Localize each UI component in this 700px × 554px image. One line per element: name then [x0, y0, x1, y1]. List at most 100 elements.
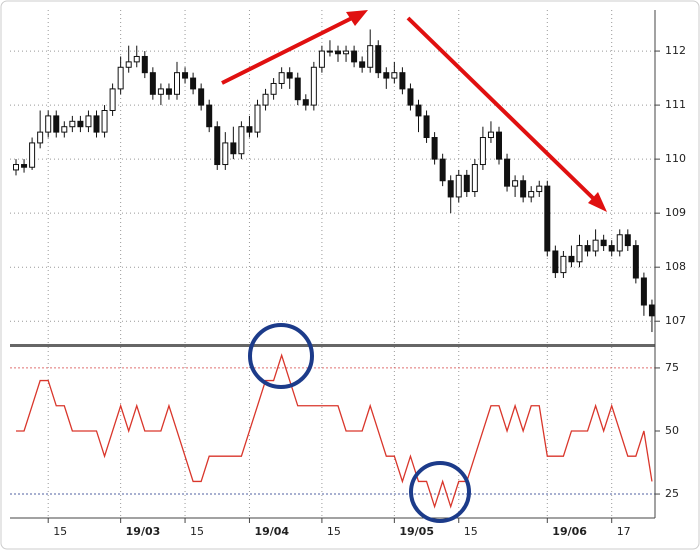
- candle-body: [77, 120, 84, 128]
- candle-body: [302, 99, 309, 106]
- candle-body: [576, 245, 583, 263]
- candle-body: [592, 239, 599, 252]
- x-tick-label: 17: [617, 525, 631, 538]
- highlight-circle: [409, 461, 471, 523]
- highlight-circle: [248, 323, 314, 389]
- candle-body: [278, 72, 285, 84]
- annotations: [221, 10, 607, 212]
- arrow: [221, 16, 353, 85]
- x-tick-label: 15: [190, 525, 204, 538]
- candle-body: [174, 72, 180, 95]
- x-tick-label: 15: [53, 525, 67, 538]
- candle-body: [608, 245, 615, 252]
- candle-body: [326, 50, 333, 53]
- x-tick-label: 15: [464, 525, 478, 538]
- candle-body: [286, 72, 293, 79]
- arrow-head: [346, 10, 368, 26]
- candle-body: [471, 164, 478, 193]
- candle-body: [343, 50, 350, 55]
- candle-body: [528, 191, 535, 198]
- y-tick-label: 107: [665, 314, 686, 327]
- candle-body: [648, 304, 655, 317]
- candle-body: [487, 131, 494, 139]
- candle-body: [141, 55, 148, 74]
- candle-body: [439, 158, 446, 182]
- candle-body: [351, 50, 358, 63]
- candle-body: [61, 126, 68, 133]
- candle-body: [21, 164, 28, 168]
- candle-body: [399, 72, 406, 90]
- arrow: [406, 16, 598, 203]
- y-tick-label: 75: [665, 361, 679, 374]
- candle-body: [13, 164, 19, 171]
- line-series: [16, 353, 653, 509]
- candle-body: [584, 245, 591, 252]
- candle-body: [335, 50, 341, 55]
- candle-body: [318, 50, 325, 68]
- candle-body: [512, 180, 519, 187]
- candle-body: [359, 61, 366, 68]
- plot: 15 19/03 15 19/04 15 19/05 15 19/06 17 107 108 109 1…: [10, 10, 686, 538]
- candle-body: [504, 158, 511, 187]
- y-tick-label: 25: [665, 487, 679, 500]
- candle-body: [117, 66, 124, 90]
- candle-body: [391, 72, 398, 79]
- candle-body: [270, 82, 277, 95]
- candle-body: [431, 137, 438, 160]
- arrow-head: [588, 192, 607, 212]
- candle-body: [536, 185, 543, 193]
- y-tick-label: 109: [665, 206, 686, 219]
- candle-body: [37, 131, 44, 144]
- x-tick-label: 19/03: [126, 525, 161, 538]
- candle-body: [157, 88, 164, 95]
- candle-body: [125, 61, 132, 68]
- candle-body: [407, 88, 414, 106]
- candle-body: [198, 88, 205, 106]
- candle-body: [254, 104, 261, 133]
- candle-body: [479, 137, 486, 166]
- candle-body: [632, 245, 639, 279]
- candle-body: [214, 126, 221, 166]
- x-tick-label: 15: [327, 525, 341, 538]
- x-tick-label: 19/04: [254, 525, 289, 538]
- candle-body: [222, 142, 229, 166]
- candle-body: [520, 180, 527, 198]
- candle-body: [616, 234, 623, 252]
- candle-body: [29, 142, 36, 168]
- x-tick-label: 19/05: [399, 525, 434, 538]
- candle-body: [496, 131, 502, 160]
- candle-body: [109, 88, 116, 112]
- candle-body: [423, 115, 430, 139]
- candle-body: [375, 45, 382, 74]
- candle-body: [133, 55, 140, 63]
- candle-body: [246, 126, 253, 133]
- candle-body: [101, 110, 108, 133]
- candle-body: [93, 115, 100, 133]
- candle-body: [544, 185, 551, 252]
- candle-body: [552, 250, 559, 274]
- candle-body: [367, 45, 374, 68]
- candle-body: [262, 93, 269, 106]
- candle-body: [53, 115, 60, 133]
- candle-body: [415, 104, 422, 117]
- candle-body: [230, 142, 237, 155]
- candle-body: [182, 72, 189, 79]
- candle-body: [238, 126, 245, 155]
- candle-body: [640, 277, 647, 306]
- candle-body: [69, 120, 76, 128]
- y-tick-label: 112: [665, 44, 686, 57]
- candle-body: [190, 77, 197, 90]
- candle-body: [463, 174, 470, 193]
- candle-body: [383, 72, 390, 79]
- candle-body: [165, 88, 172, 95]
- candle-body: [85, 115, 92, 128]
- y-tick-label: 111: [665, 98, 686, 111]
- candle-body: [624, 234, 631, 247]
- candle-body: [149, 72, 156, 95]
- candle-body: [447, 180, 454, 198]
- y-tick-label: 50: [665, 424, 679, 437]
- candle-body: [568, 255, 575, 263]
